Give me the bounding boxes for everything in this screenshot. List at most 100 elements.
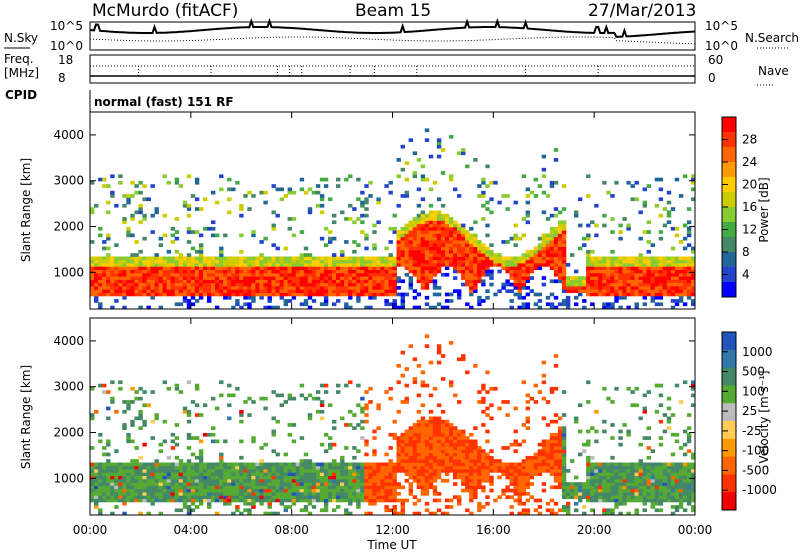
power-cell (255, 263, 259, 267)
velocity-cell (380, 499, 384, 503)
power-cell (272, 257, 276, 261)
power-cell (687, 230, 691, 234)
velocity-cell (90, 489, 94, 493)
velocity-cell (90, 495, 94, 499)
power-cell (288, 257, 292, 261)
power-cell (663, 260, 667, 264)
velocity-cell (457, 499, 461, 503)
velocity-cell (602, 476, 606, 480)
power-cell (199, 286, 203, 290)
power-cell (489, 273, 493, 277)
power-cell (469, 279, 473, 283)
power-cell (142, 283, 146, 287)
velocity-cell (631, 495, 635, 499)
power-cell (626, 283, 630, 287)
power-cell (142, 286, 146, 290)
velocity-cell (534, 384, 538, 388)
velocity-cell (130, 492, 134, 496)
power-cell (405, 293, 409, 297)
power-cell (671, 299, 675, 303)
velocity-cell (207, 479, 211, 483)
power-cell (239, 260, 243, 264)
power-cell (610, 263, 614, 267)
velocity-cell (138, 495, 142, 499)
velocity-cell (461, 476, 465, 480)
power-cell (465, 302, 469, 306)
power-cell (151, 273, 155, 277)
velocity-cell (320, 469, 324, 473)
velocity-cell (207, 469, 211, 473)
velocity-cell (655, 479, 659, 483)
velocity-cell (473, 459, 477, 463)
velocity-cell (263, 476, 267, 480)
power-cell (469, 266, 473, 270)
velocity-cell (457, 476, 461, 480)
power-cell (296, 266, 300, 270)
power-cell (397, 230, 401, 234)
power-cell (449, 174, 453, 178)
power-cell (344, 270, 348, 274)
power-cell (558, 263, 562, 267)
velocity-cell (219, 466, 223, 470)
velocity-cell (219, 499, 223, 503)
power-cell (251, 230, 255, 234)
velocity-cell (433, 436, 437, 440)
power-cell (433, 211, 437, 215)
velocity-cell (562, 449, 566, 453)
power-cell (687, 220, 691, 224)
power-cell (610, 194, 614, 198)
power-cell (542, 263, 546, 267)
power-cell (663, 270, 667, 274)
velocity-cell (429, 479, 433, 483)
velocity-cell (610, 479, 614, 483)
velocity-cell (114, 499, 118, 503)
velocity-cell (546, 449, 550, 453)
velocity-cell (449, 446, 453, 450)
power-cell (675, 270, 679, 274)
velocity-cell (175, 492, 179, 496)
power-cell (465, 237, 469, 241)
power-cell (554, 270, 558, 274)
power-cell (187, 266, 191, 270)
power-cell (602, 257, 606, 261)
power-cell (155, 289, 159, 293)
power-cell (534, 250, 538, 254)
power-cell (534, 302, 538, 306)
power-cell (489, 253, 493, 257)
velocity-cell (538, 463, 542, 467)
velocity-cell (364, 499, 368, 503)
power-cell (558, 266, 562, 270)
power-cell (437, 237, 441, 241)
velocity-cell (276, 495, 280, 499)
velocity-cell (122, 476, 126, 480)
power-cell (292, 273, 296, 277)
power-cell (574, 289, 578, 293)
velocity-cell (445, 440, 449, 444)
power-cell (134, 286, 138, 290)
power-cell (510, 289, 514, 293)
power-cell (163, 266, 167, 270)
power-cell (473, 247, 477, 251)
velocity-cell (215, 466, 219, 470)
velocity-cell (457, 469, 461, 473)
power-cell (308, 188, 312, 192)
power-cell (566, 263, 570, 267)
velocity-cell (126, 407, 130, 411)
power-cell (207, 257, 211, 261)
velocity-cell (110, 466, 114, 470)
power-cell (618, 260, 622, 264)
velocity-cell (659, 403, 663, 407)
power-cell (223, 260, 227, 264)
power-cell (687, 293, 691, 297)
power-cell (659, 296, 663, 300)
power-cell (360, 201, 364, 205)
velocity-cell (98, 495, 102, 499)
power-cell (485, 201, 489, 205)
velocity-cell (655, 466, 659, 470)
velocity-cell (340, 417, 344, 421)
velocity-cell (118, 489, 122, 493)
power-cell (526, 279, 530, 283)
power-cell (239, 270, 243, 274)
velocity-cell (219, 485, 223, 489)
power-cell (425, 234, 429, 238)
